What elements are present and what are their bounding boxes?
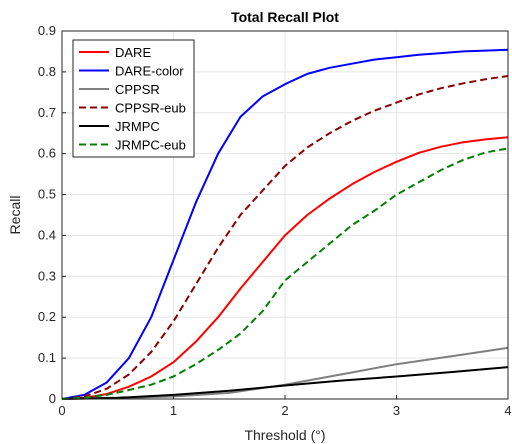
y-tick-label: 0.9 — [38, 23, 56, 38]
y-tick-label: 0.1 — [38, 350, 56, 365]
x-tick-label: 1 — [170, 403, 177, 418]
legend-label: DARE — [115, 45, 151, 60]
legend-label: DARE-color — [115, 64, 184, 79]
x-tick-label: 0 — [58, 403, 65, 418]
x-tick-label: 4 — [504, 403, 511, 418]
legend-label: JRMPC — [115, 119, 160, 134]
x-axis-label: Threshold (°) — [244, 427, 325, 443]
legend-label: CPPSR — [115, 82, 160, 97]
y-tick-label: 0.4 — [38, 227, 56, 242]
series-line-cppsr-eub — [61, 75, 509, 400]
legend-label: CPPSR-eub — [115, 101, 186, 116]
chart-title: Total Recall Plot — [231, 9, 339, 25]
y-tick-label: 0.7 — [38, 105, 56, 120]
legend-label: JRMPC-eub — [115, 138, 186, 153]
x-tick-label: 2 — [281, 403, 288, 418]
y-tick-label: 0 — [49, 391, 56, 406]
series-line-dare — [61, 136, 509, 400]
y-tick-label: 0.2 — [38, 309, 56, 324]
y-tick-label: 0.3 — [38, 268, 56, 283]
legend: DARE DARE-color CPPSR CPPSR-eub JRMPC JRMPC-e… — [72, 39, 195, 158]
legend-box — [72, 39, 195, 158]
y-tick-label: 0.5 — [38, 187, 56, 202]
series-line-jrmpc — [61, 366, 509, 400]
series-lines — [61, 48, 509, 400]
y-tick-label: 0.6 — [38, 146, 56, 161]
y-tick-label: 0.8 — [38, 64, 56, 79]
y-axis-label: Recall — [7, 196, 23, 235]
x-tick-label: 3 — [393, 403, 400, 418]
series-line-dare-color — [61, 48, 509, 400]
ticks: 0 1 2 3 4 0 0.1 0.2 0.3 0.4 0.5 0.6 0.7 0.8 0.9 — [38, 23, 512, 418]
series-line-jrmpc-eub — [61, 147, 509, 400]
